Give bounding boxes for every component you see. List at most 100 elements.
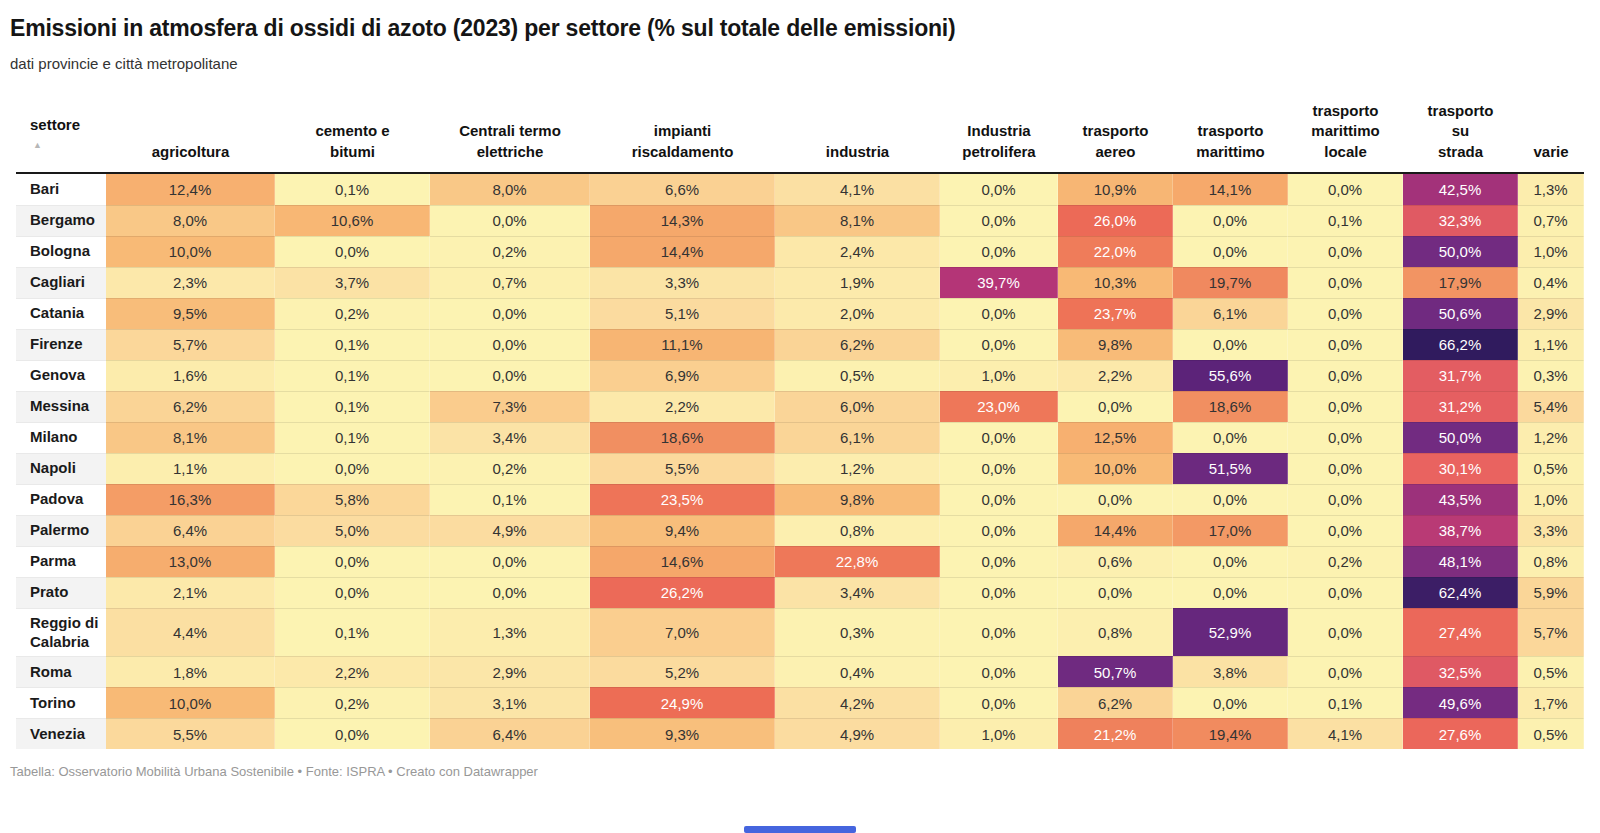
- heatmap-cell: 14,4%: [1058, 515, 1173, 546]
- column-header-impianti-riscaldamento[interactable]: impianti riscaldamento: [590, 121, 775, 171]
- heatmap-cell: 0,0%: [1173, 422, 1288, 453]
- heatmap-cell: 3,1%: [430, 687, 590, 718]
- column-header-trasporto-aereo[interactable]: trasporto aereo: [1058, 121, 1173, 171]
- heatmap-cell: 10,9%: [1058, 174, 1173, 205]
- heatmap-cell: 8,1%: [106, 422, 275, 453]
- table-row-bologna: Bologna10,0%0,0%0,2%14,4%2,4%0,0%22,0%0,…: [16, 236, 1584, 267]
- heatmap-cell: 0,0%: [275, 577, 430, 608]
- heatmap-cell: 5,8%: [275, 484, 430, 515]
- table-row-bari: Bari12,4%0,1%8,0%6,6%4,1%0,0%10,9%14,1%0…: [16, 174, 1584, 205]
- heatmap-cell: 23,5%: [590, 484, 775, 515]
- heatmap-cell: 18,6%: [590, 422, 775, 453]
- heatmap-cell: 32,3%: [1403, 205, 1518, 236]
- heatmap-cell: 0,0%: [430, 205, 590, 236]
- heatmap-cell: 0,0%: [940, 577, 1058, 608]
- heatmap-cell: 0,0%: [940, 422, 1058, 453]
- heatmap-cell: 0,7%: [430, 267, 590, 298]
- heatmap-cell: 2,2%: [275, 656, 430, 687]
- heatmap-cell: 0,1%: [275, 391, 430, 422]
- heatmap-cell: 0,0%: [1173, 577, 1288, 608]
- heatmap-cell: 0,0%: [1288, 422, 1403, 453]
- heatmap-cell: 17,9%: [1403, 267, 1518, 298]
- table-row-milano: Milano8,1%0,1%3,4%18,6%6,1%0,0%12,5%0,0%…: [16, 422, 1584, 453]
- heatmap-cell: 0,1%: [430, 484, 590, 515]
- heatmap-cell: 0,0%: [430, 329, 590, 360]
- column-header-industria-petrolifera[interactable]: Industria petrolifera: [940, 121, 1058, 171]
- heatmap-cell: 4,1%: [1288, 718, 1403, 749]
- row-label: Napoli: [16, 453, 106, 484]
- heatmap-cell: 55,6%: [1173, 360, 1288, 391]
- heatmap-cell: 10,0%: [106, 236, 275, 267]
- heatmap-cell: 62,4%: [1403, 577, 1518, 608]
- column-header-industria[interactable]: industria: [775, 142, 940, 172]
- column-header-cemento-e-bitumi[interactable]: cemento e bitumi: [275, 121, 430, 171]
- heatmap-cell: 0,0%: [1173, 236, 1288, 267]
- row-label: Venezia: [16, 718, 106, 749]
- heatmap-cell: 4,9%: [430, 515, 590, 546]
- heatmap-cell: 1,0%: [940, 718, 1058, 749]
- heatmap-cell: 7,3%: [430, 391, 590, 422]
- chart-title: Emissioni in atmosfera di ossidi di azot…: [10, 14, 1590, 43]
- heatmap-cell: 0,0%: [275, 546, 430, 577]
- heatmap-cell: 17,0%: [1173, 515, 1288, 546]
- column-header-trasporto-su-strada[interactable]: trasporto su strada: [1403, 101, 1518, 172]
- heatmap-cell: 51,5%: [1173, 453, 1288, 484]
- heatmap-cell: 9,8%: [775, 484, 940, 515]
- heatmap-cell: 0,0%: [1288, 391, 1403, 422]
- heatmap-cell: 2,9%: [430, 656, 590, 687]
- sort-ascending-icon: ▲: [33, 141, 106, 151]
- heatmap-cell: 4,1%: [775, 174, 940, 205]
- heatmap-cell: 6,0%: [775, 391, 940, 422]
- heatmap-cell: 22,8%: [775, 546, 940, 577]
- heatmap-cell: 3,7%: [275, 267, 430, 298]
- column-header-trasporto-marittimo-locale[interactable]: trasporto marittimo locale: [1288, 101, 1403, 172]
- heatmap-cell: 26,2%: [590, 577, 775, 608]
- column-header-trasporto-marittimo[interactable]: trasporto marittimo: [1173, 121, 1288, 171]
- heatmap-cell: 1,0%: [1518, 484, 1584, 515]
- row-label: Catania: [16, 298, 106, 329]
- heatmap-cell: 5,0%: [275, 515, 430, 546]
- bottom-scrollbar-thumb[interactable]: [744, 826, 856, 833]
- heatmap-cell: 2,4%: [775, 236, 940, 267]
- heatmap-cell: 2,3%: [106, 267, 275, 298]
- heatmap-cell: 50,0%: [1403, 422, 1518, 453]
- heatmap-cell: 6,2%: [775, 329, 940, 360]
- heatmap-cell: 0,0%: [1288, 267, 1403, 298]
- column-header-varie[interactable]: varie: [1518, 142, 1584, 172]
- heatmap-cell: 0,0%: [430, 360, 590, 391]
- heatmap-cell: 3,3%: [1518, 515, 1584, 546]
- heatmap-cell: 52,9%: [1173, 608, 1288, 657]
- table-row-catania: Catania9,5%0,2%0,0%5,1%2,0%0,0%23,7%6,1%…: [16, 298, 1584, 329]
- heatmap-cell: 0,0%: [1288, 298, 1403, 329]
- column-header-settore[interactable]: settore ▲: [16, 101, 106, 169]
- heatmap-cell: 0,0%: [1058, 484, 1173, 515]
- heatmap-cell: 0,0%: [940, 656, 1058, 687]
- heatmap-cell: 0,1%: [275, 329, 430, 360]
- row-label: Messina: [16, 391, 106, 422]
- heatmap-cell: 21,2%: [1058, 718, 1173, 749]
- column-header-agricoltura[interactable]: agricoltura: [106, 142, 275, 172]
- heatmap-cell: 6,1%: [1173, 298, 1288, 329]
- row-label: Bologna: [16, 236, 106, 267]
- heatmap-cell: 1,1%: [1518, 329, 1584, 360]
- heatmap-cell: 8,0%: [106, 205, 275, 236]
- heatmap-cell: 5,4%: [1518, 391, 1584, 422]
- heatmap-cell: 9,4%: [590, 515, 775, 546]
- row-label: Parma: [16, 546, 106, 577]
- row-label: Padova: [16, 484, 106, 515]
- heatmap-cell: 42,5%: [1403, 174, 1518, 205]
- heatmap-cell: 0,0%: [1288, 484, 1403, 515]
- heatmap-cell: 0,0%: [275, 718, 430, 749]
- heatmap-cell: 0,0%: [1288, 453, 1403, 484]
- heatmap-cell: 0,8%: [1518, 546, 1584, 577]
- heatmap-cell: 11,1%: [590, 329, 775, 360]
- heatmap-cell: 0,0%: [1058, 391, 1173, 422]
- column-header-centrali-termo-elettriche[interactable]: Centrali termo elettriche: [430, 121, 590, 171]
- heatmap-cell: 0,1%: [275, 174, 430, 205]
- heatmap-cell: 0,0%: [275, 236, 430, 267]
- heatmap-cell: 10,0%: [1058, 453, 1173, 484]
- heatmap-cell: 3,8%: [1173, 656, 1288, 687]
- heatmap-cell: 2,0%: [775, 298, 940, 329]
- heatmap-cell: 0,0%: [940, 515, 1058, 546]
- table-row-venezia: Venezia5,5%0,0%6,4%9,3%4,9%1,0%21,2%19,4…: [16, 718, 1584, 749]
